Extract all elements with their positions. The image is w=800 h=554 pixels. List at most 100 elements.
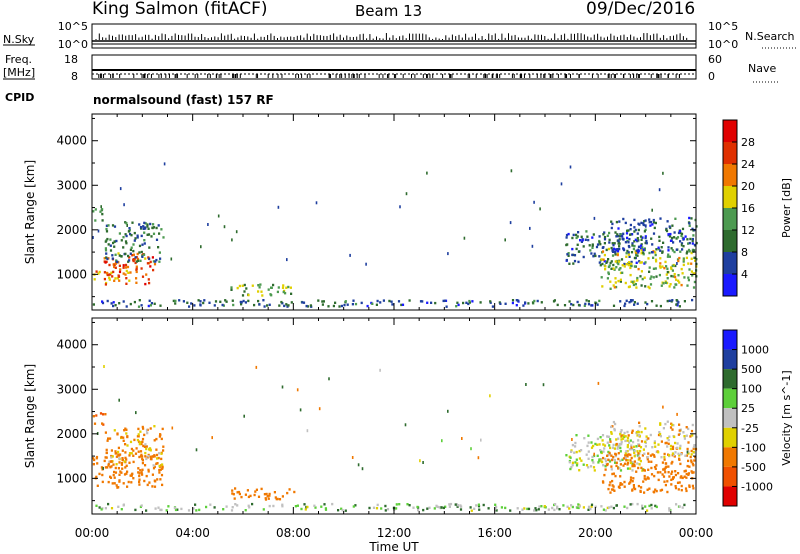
range-gate-cell xyxy=(105,448,108,452)
range-gate-cell xyxy=(457,303,460,307)
range-gate-cell xyxy=(643,276,646,279)
range-gate-cell xyxy=(182,300,185,303)
range-gate-cell xyxy=(609,446,612,450)
range-gate-cell xyxy=(630,262,633,265)
range-gate-cell xyxy=(139,441,142,444)
range-gate-cell xyxy=(609,491,612,494)
range-gate-cell xyxy=(669,447,672,451)
range-gate-cell xyxy=(633,451,636,455)
range-gate-cell xyxy=(607,487,610,491)
range-gate-cell xyxy=(92,457,95,460)
range-gate-cell xyxy=(125,305,128,308)
range-gate-cell xyxy=(664,462,667,465)
range-gate-cell xyxy=(691,242,694,245)
range-gate-cell xyxy=(692,286,696,289)
range-gate-cell xyxy=(628,285,631,288)
range-gate-cell xyxy=(444,505,447,508)
range-gate-cell xyxy=(588,244,591,247)
range-gate-cell xyxy=(101,212,104,216)
range-gate-cell xyxy=(666,270,669,274)
range-gate-cell xyxy=(253,303,256,307)
range-gate-cell xyxy=(108,263,111,267)
range-gate-cell xyxy=(566,253,569,256)
range-gate-cell xyxy=(445,305,448,308)
range-gate-cell xyxy=(665,273,668,276)
range-gate-cell xyxy=(613,447,616,450)
range-gate-cell xyxy=(101,300,104,303)
range-gate-cell xyxy=(573,254,577,257)
range-gate-cell xyxy=(159,257,162,260)
range-gate-cell xyxy=(537,508,540,511)
range-gate-cell xyxy=(685,489,688,493)
range-gate-cell xyxy=(145,273,148,276)
range-gate-cell xyxy=(118,480,121,483)
range-gate-cell xyxy=(593,454,596,458)
range-gate-cell xyxy=(610,465,613,468)
range-gate-cell xyxy=(628,255,631,258)
range-gate-cell xyxy=(617,452,620,455)
range-gate-cell xyxy=(640,284,643,287)
range-gate-cell xyxy=(668,299,671,302)
range-gate-cell xyxy=(230,509,234,512)
range-gate-cell xyxy=(205,505,208,509)
range-gate-cell xyxy=(599,449,602,452)
range-gate-cell xyxy=(155,437,158,441)
range-gate-cell xyxy=(637,466,640,470)
nave-tick-bottom: 0 xyxy=(708,70,715,83)
range-gate-cell xyxy=(677,259,680,263)
range-gate-cell xyxy=(135,447,138,450)
range-gate-cell xyxy=(153,439,156,442)
range-gate-cell xyxy=(433,507,436,510)
range-gate-cell xyxy=(573,259,577,263)
range-gate-cell xyxy=(629,266,632,270)
range-gate-cell xyxy=(124,233,127,236)
range-gate-cell xyxy=(120,435,123,439)
range-gate-cell xyxy=(676,304,679,307)
range-gate-cell xyxy=(677,472,680,475)
cpid-value: normalsound (fast) 157 RF xyxy=(93,93,274,107)
range-gate-cell xyxy=(657,478,660,482)
range-gate-cell xyxy=(118,461,121,464)
range-gate-cell xyxy=(642,223,645,227)
range-gate-cell xyxy=(643,248,646,252)
range-gate-cell xyxy=(117,446,120,450)
range-gate-cell xyxy=(104,249,108,252)
range-gate-cell xyxy=(101,208,104,211)
range-gate-cell xyxy=(668,435,671,438)
range-gate-cell xyxy=(650,220,653,224)
range-gate-cell xyxy=(151,473,154,476)
range-gate-cell xyxy=(628,441,631,444)
range-gate-cell xyxy=(619,267,622,270)
range-gate-cell xyxy=(623,431,626,435)
range-gate-cell xyxy=(340,304,343,308)
range-gate-cell xyxy=(132,454,135,457)
range-gate-cell xyxy=(638,260,641,263)
range-gate-cell xyxy=(140,471,143,474)
range-gate-cell xyxy=(602,450,605,453)
range-gate-cell xyxy=(338,305,341,308)
y-tick-label: 4000 xyxy=(56,134,87,148)
range-gate-cell xyxy=(653,226,656,230)
range-gate-cell xyxy=(107,224,110,227)
range-gate-cell xyxy=(600,505,603,508)
range-gate-cell xyxy=(264,498,268,501)
range-gate-cell xyxy=(635,470,638,473)
range-gate-cell xyxy=(573,451,576,454)
range-gate-cell xyxy=(571,505,574,509)
range-gate-cell xyxy=(515,304,518,307)
range-gate-cell xyxy=(578,469,581,472)
range-gate-cell xyxy=(666,437,669,440)
range-gate-cell xyxy=(692,447,695,450)
range-gate-cell xyxy=(587,508,590,511)
range-gate-cell xyxy=(263,305,266,308)
range-gate-cell xyxy=(631,464,634,468)
range-gate-cell xyxy=(145,445,148,448)
range-gate-cell xyxy=(132,477,135,480)
range-gate-cell xyxy=(408,504,411,507)
range-gate-cell xyxy=(551,506,554,510)
range-gate-cell xyxy=(664,471,667,474)
range-gate-cell xyxy=(576,506,579,509)
range-gate-cell xyxy=(644,505,647,508)
range-gate-cell xyxy=(602,443,605,446)
range-gate-cell xyxy=(619,469,623,472)
